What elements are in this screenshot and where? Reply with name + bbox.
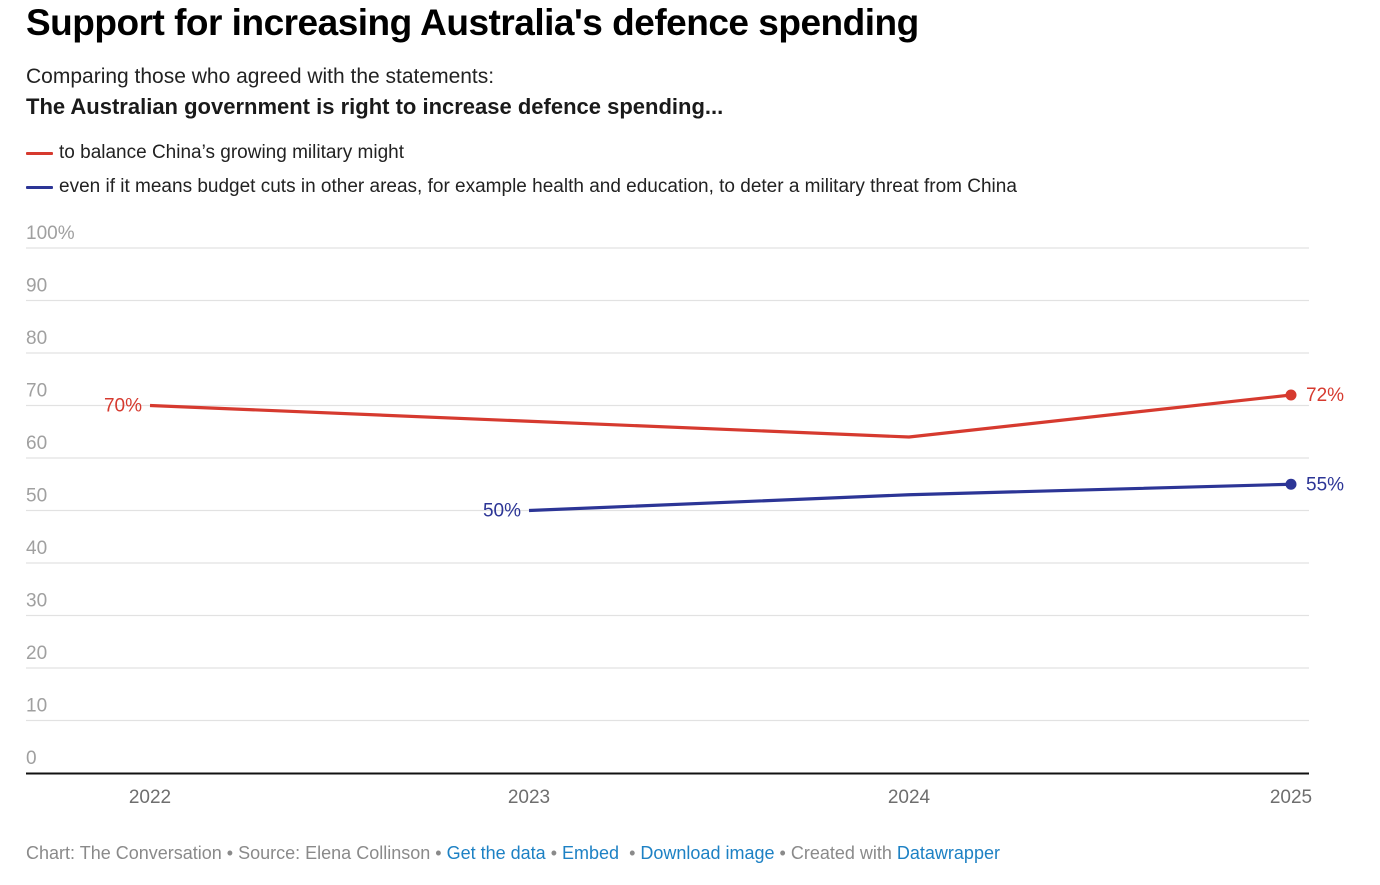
line-chart: 0 10 20 30 40 50 60 70 80 90 100% 2022 2023 2024 2025 7… (26, 223, 1344, 808)
x-tick-label: 2024 (888, 787, 931, 808)
y-tick-label: 60 (26, 433, 47, 454)
separator: • (226, 843, 234, 863)
separator: • (629, 843, 636, 863)
legend-swatch-blue (26, 185, 53, 189)
datawrapper-link[interactable]: Datawrapper (896, 843, 1000, 863)
download-image-link[interactable]: Download image (640, 843, 775, 863)
data-point-0-3 (1285, 389, 1297, 401)
y-tick-label: 100% (26, 223, 75, 244)
y-tick-label: 50 (26, 486, 47, 507)
separator: • (550, 843, 557, 863)
separator: • (779, 843, 786, 863)
y-tick-label: 40 (26, 538, 47, 559)
y-tick-label: 30 (26, 591, 47, 612)
get-data-link[interactable]: Get the data (446, 843, 546, 863)
legend-item-balance: to balance China’s growing military migh… (26, 142, 404, 164)
legend-swatch-red (26, 151, 53, 155)
x-tick-label: 2023 (508, 787, 550, 808)
separator: • (435, 843, 442, 863)
x-tick-label: 2022 (129, 787, 171, 808)
data-label: 70% (104, 396, 142, 417)
data-label: 50% (483, 501, 521, 522)
x-tick-label: 2025 (1270, 787, 1312, 808)
chart-subtitle: Comparing those who agreed with the stat… (26, 65, 495, 88)
chart-credit: Chart: The Conversation (26, 843, 222, 863)
created-with-text: Created with (790, 843, 892, 863)
legend-label: even if it means budget cuts in other ar… (59, 176, 1017, 197)
series-line-1 (528, 482, 1292, 513)
y-tick-label: 90 (26, 276, 47, 297)
source-credit: Source: Elena Collinson (238, 843, 431, 863)
data-label: 72% (1306, 385, 1344, 406)
y-tick-label: 70 (26, 381, 47, 402)
series-line-0 (149, 393, 1292, 439)
chart-title: Support for increasing Australia's defen… (26, 2, 919, 43)
data-label: 55% (1306, 474, 1344, 495)
embed-link[interactable]: Embed (562, 843, 620, 863)
legend-label: to balance China’s growing military migh… (59, 142, 404, 163)
y-tick-label: 0 (26, 748, 37, 769)
y-tick-label: 80 (26, 328, 47, 349)
chart-statement: The Australian government is right to in… (26, 94, 724, 119)
y-tick-label: 20 (26, 643, 47, 664)
y-tick-label: 10 (26, 696, 47, 717)
data-point-1-3 (1285, 478, 1297, 490)
chart-footer: Chart: The Conversation • Source: Elena … (26, 843, 1000, 864)
legend-item-budget-cuts: even if it means budget cuts in other ar… (26, 176, 1017, 198)
